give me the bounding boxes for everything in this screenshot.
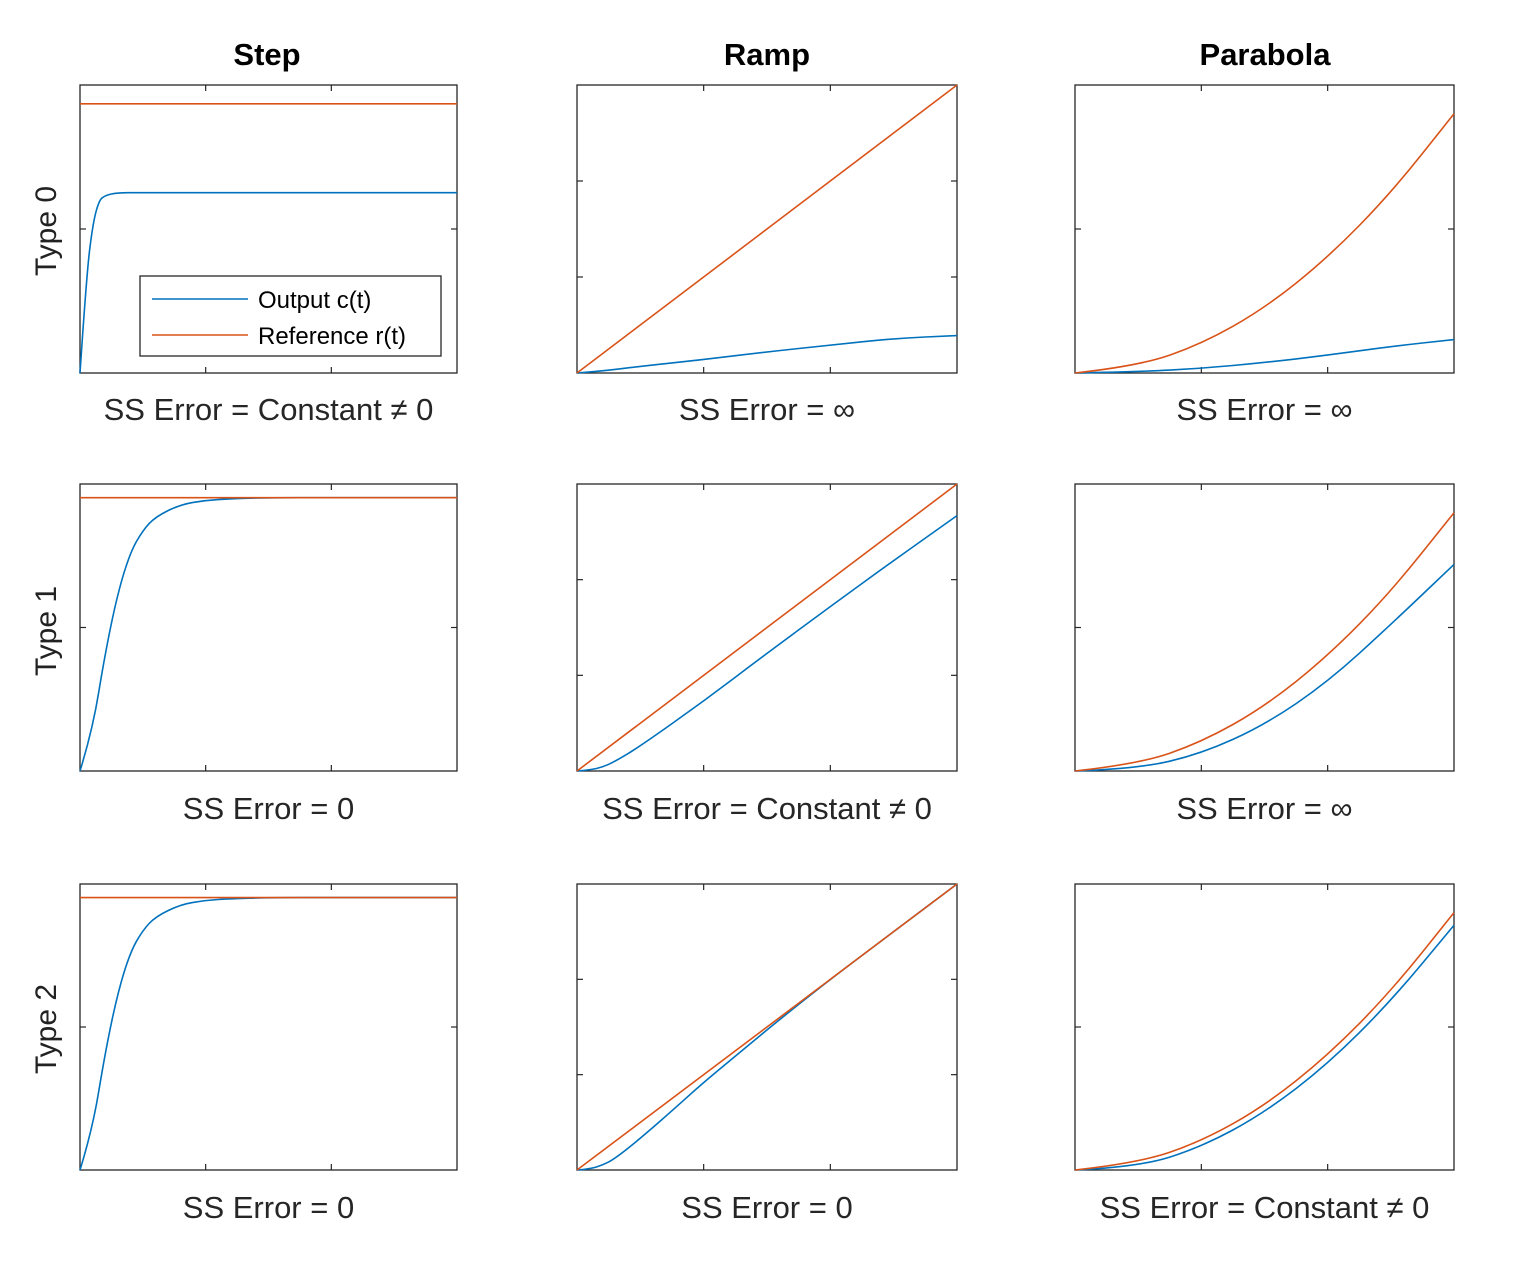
panel-type-2-ramp: SS Error = 0 [576, 883, 958, 1225]
legend: Output c(t) Reference r(t) [139, 275, 442, 357]
series-line-reference [1074, 912, 1455, 1171]
axes-box [1074, 883, 1455, 1171]
caption-type-2-step: SS Error = 0 [183, 1190, 354, 1225]
caption-type-0-step: SS Error = Constant ≠ 0 [104, 392, 434, 427]
legend-box [139, 275, 442, 357]
axes-box [1074, 84, 1455, 374]
row-label-type-0: Type 0 [30, 186, 63, 276]
series-line-reference [1074, 512, 1455, 772]
caption-type-1-parabola: SS Error = ∞ [1176, 791, 1352, 826]
caption-type-1-ramp: SS Error = Constant ≠ 0 [602, 791, 932, 826]
caption-type-2-parabola: SS Error = Constant ≠ 0 [1100, 1190, 1430, 1225]
column-title-parabola: Parabola [1200, 37, 1332, 72]
legend-entry-output: Output c(t) [258, 287, 371, 314]
panel-type-0-parabola: SS Error = ∞ [1074, 84, 1455, 427]
panel-type-0-ramp: SS Error = ∞ [576, 84, 958, 427]
legend-entry-reference: Reference r(t) [258, 323, 406, 350]
series-line-reference [1074, 113, 1455, 374]
series-line-output [1074, 924, 1455, 1171]
caption-type-0-ramp: SS Error = ∞ [679, 392, 855, 427]
row-label-type-2: Type 2 [30, 984, 63, 1074]
panel-type-1-step: SS Error = 0 [79, 483, 458, 826]
panel-type-2-parabola: SS Error = Constant ≠ 0 [1074, 883, 1455, 1225]
caption-type-0-parabola: SS Error = ∞ [1176, 392, 1352, 427]
caption-type-1-step: SS Error = 0 [183, 791, 354, 826]
panel-type-0-step: SS Error = Constant ≠ 0 [79, 84, 458, 427]
axes-box [79, 883, 458, 1171]
series-line-output [1074, 338, 1455, 374]
panel-type-1-parabola: SS Error = ∞ [1074, 483, 1455, 826]
series-line-reference [576, 483, 958, 772]
series-line-output [79, 191, 457, 374]
series-line-output [576, 514, 958, 772]
series-line-output [576, 334, 958, 374]
axes-box [1074, 483, 1455, 772]
caption-type-2-ramp: SS Error = 0 [681, 1190, 852, 1225]
row-label-type-1: Type 1 [30, 586, 63, 676]
axes-box [79, 483, 458, 772]
series-line-reference [576, 883, 958, 1171]
panel-type-2-step: SS Error = 0 [79, 883, 458, 1225]
series-line-output [1074, 563, 1455, 772]
subplot-grid: SS Error = Constant ≠ 0 SS Error = ∞ SS Er… [79, 84, 1455, 1225]
panel-type-1-ramp: SS Error = Constant ≠ 0 [576, 483, 958, 826]
column-title-step: Step [233, 37, 300, 72]
series-line-reference [576, 84, 958, 374]
column-title-ramp: Ramp [724, 37, 810, 72]
